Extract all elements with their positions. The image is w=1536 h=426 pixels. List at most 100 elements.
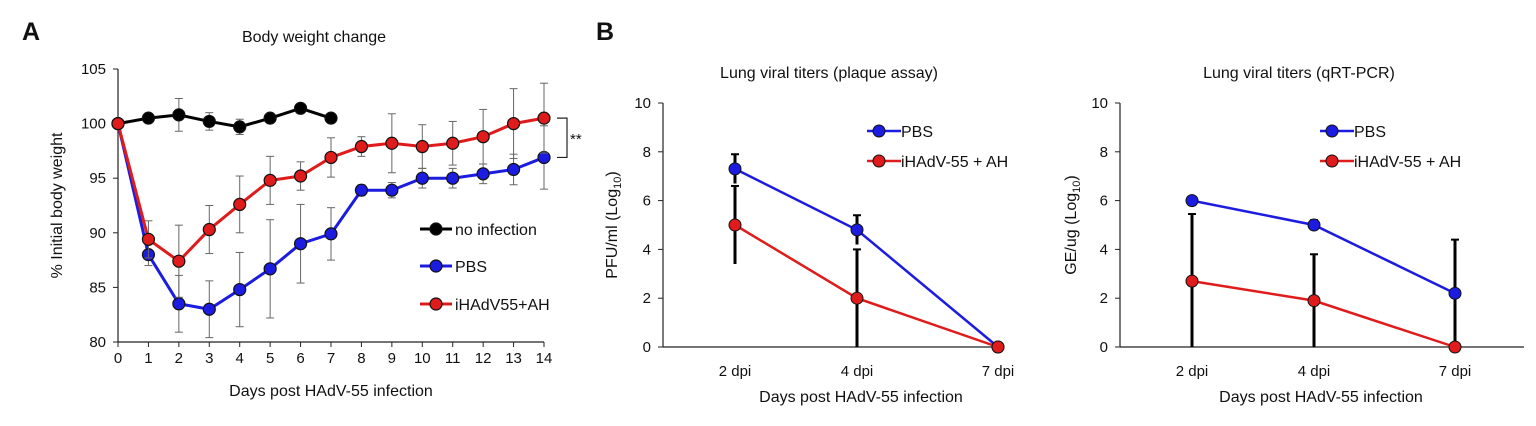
series-line: [734, 167, 999, 348]
x-tick-label: 10: [414, 350, 431, 367]
data-point: [293, 169, 308, 183]
data-point: [446, 171, 460, 185]
data-point: [476, 167, 490, 181]
legend-marker: [872, 154, 886, 168]
x-tick-label: 5: [266, 350, 274, 367]
data-point: [263, 173, 277, 187]
legend-label: PBS: [1354, 124, 1386, 141]
data-point: [850, 223, 864, 237]
data-point: [324, 111, 338, 125]
x-tick-label: 4: [236, 350, 244, 367]
data-point: [728, 218, 742, 232]
x-tick-label: 14: [536, 350, 553, 367]
legend-marker: [429, 222, 443, 236]
y-tick-label: 6: [643, 193, 651, 210]
data-point: [1185, 274, 1199, 288]
chart-qrt-pcr: 0 2 4 6 8 10 2 dpi 4 dpi 7 dpi Lung viral titers …: [1063, 65, 1524, 406]
legend-label: no infection: [455, 222, 537, 239]
data-point: [233, 282, 247, 297]
x-tick-label: 6: [296, 350, 304, 367]
x-tick-label: 12: [475, 350, 492, 367]
y-tick-label: 90: [89, 225, 106, 242]
data-point: [293, 237, 308, 251]
data-point: [506, 116, 521, 131]
series-line: [1191, 279, 1456, 349]
y-tick-label: 10: [1091, 95, 1108, 112]
y-tick-label: 100: [81, 116, 106, 133]
data-point: [172, 254, 186, 268]
data-point: [1448, 286, 1462, 300]
data-point: [293, 101, 308, 115]
legend-marker: [429, 259, 443, 273]
data-point: [111, 116, 125, 131]
x-axis-label: Days post HAdV-55 infection: [229, 383, 433, 400]
data-point: [728, 162, 742, 176]
y-tick-label: 6: [1100, 193, 1108, 210]
data-point: [202, 302, 216, 316]
x-tick-label: 2: [175, 350, 183, 367]
x-tick-label: 1: [144, 350, 152, 367]
series-line: [1191, 199, 1456, 295]
chart-title: Lung viral titers (qRT-PCR): [1203, 65, 1395, 82]
data-point: [141, 111, 156, 125]
x-tick-label: 3: [205, 350, 213, 367]
y-axis-label: % Initial body weight: [49, 132, 66, 278]
y-tick-label: 4: [643, 241, 651, 258]
data-point: [172, 108, 186, 122]
data-point: [1185, 194, 1199, 208]
y-tick-label: 4: [1100, 241, 1108, 258]
y-tick-label: 0: [643, 339, 651, 356]
x-tick-label: 0: [114, 350, 122, 367]
data-point: [415, 139, 429, 154]
y-tick-label: 8: [1100, 144, 1108, 161]
x-tick-label: 2 dpi: [719, 363, 752, 380]
data-point: [385, 183, 399, 197]
x-tick-label: 9: [388, 350, 396, 367]
data-point: [476, 130, 490, 144]
legend-marker: [429, 297, 443, 311]
x-tick-label: 4 dpi: [841, 363, 874, 380]
x-tick-label: 4 dpi: [1298, 363, 1331, 380]
legend-label: PBS: [901, 124, 933, 141]
panel-label-b: B: [596, 18, 614, 46]
data-point: [263, 111, 277, 125]
data-point: [506, 162, 521, 177]
legend-marker: [1325, 124, 1339, 138]
data-point: [991, 340, 1005, 354]
legend-label: iHAdV-55 + AH: [901, 154, 1008, 171]
y-tick-label: 85: [89, 279, 106, 296]
x-tick-label: 8: [357, 350, 365, 367]
data-point: [1448, 340, 1462, 354]
data-point: [263, 262, 277, 276]
x-tick-label: 7 dpi: [1439, 363, 1472, 380]
data-point: [537, 111, 551, 125]
data-point: [324, 150, 338, 165]
y-tick-label: 2: [1100, 290, 1108, 307]
data-point: [233, 120, 247, 134]
x-axis-label: Days post HAdV-55 infection: [759, 389, 963, 406]
legend-marker: [872, 124, 886, 138]
x-tick-label: 7 dpi: [982, 363, 1015, 380]
legend-marker: [1325, 154, 1339, 168]
data-point: [202, 222, 216, 237]
x-tick-label: 11: [445, 350, 461, 367]
y-axis-label: GE/ug (Log10): [1063, 175, 1083, 274]
y-tick-label: 8: [643, 144, 651, 161]
data-point: [850, 291, 864, 305]
significance-bracket: [557, 117, 568, 159]
chart-plaque-assay: 0 2 4 6 8 10 2 dpi 4 dpi 7 dpi Lung viral titers …: [604, 65, 1014, 406]
data-point: [141, 232, 156, 246]
legend-label: iHAdV55+AH: [455, 297, 550, 314]
data-point: [1307, 218, 1321, 232]
significance-label: **: [570, 131, 582, 148]
y-tick-label: 95: [89, 170, 106, 187]
data-point: [415, 171, 429, 185]
data-point: [354, 183, 369, 197]
data-point: [172, 297, 186, 311]
y-axis-label: PFU/ml (Log10): [604, 171, 624, 278]
data-point: [385, 136, 399, 150]
y-tick-label: 80: [89, 334, 106, 351]
chart-title: Body weight change: [242, 29, 386, 46]
